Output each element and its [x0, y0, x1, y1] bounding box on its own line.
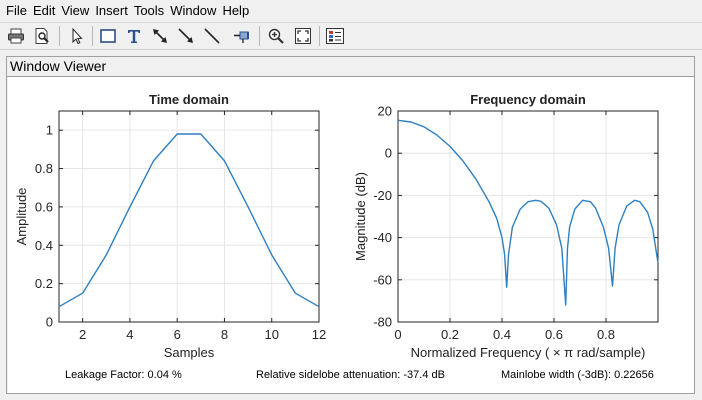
- chart-title: Time domain: [149, 92, 229, 107]
- sidelobe-attenuation-label: Relative sidelobe attenuation: -37.4 dB: [256, 369, 445, 381]
- x-tick-label: 0.8: [597, 327, 615, 342]
- axes-background: [59, 111, 319, 322]
- axes-box: [397, 110, 659, 323]
- y-tick-label: 0.6: [35, 199, 53, 214]
- y-tick-label: 0.2: [35, 276, 53, 291]
- full-view-button[interactable]: [292, 25, 314, 47]
- x-tick-label: 10: [264, 327, 278, 342]
- menu-tools[interactable]: Tools: [133, 3, 165, 18]
- double-arrow-icon: [153, 29, 167, 43]
- menu-bar: File Edit View Insert Tools Window Help: [0, 0, 702, 22]
- x-tick-label: 8: [221, 327, 228, 342]
- panel-title: Window Viewer: [10, 58, 107, 74]
- insert-text-icon: [128, 30, 140, 43]
- y-tick-label: -20: [373, 188, 392, 203]
- leakage-factor-label: Leakage Factor: 0.04 %: [65, 369, 182, 381]
- y-tick-label: 0.4: [35, 238, 53, 253]
- pin-icon: [234, 31, 249, 43]
- menu-window[interactable]: Window: [170, 3, 217, 18]
- x-axis-label: Samples: [164, 345, 215, 360]
- time-domain-chart[interactable]: 2 4 6 8 10 12 0 0.2 0.4 0.6 0.8 1 Time domain Samples…: [14, 92, 326, 360]
- menu-file[interactable]: File: [6, 3, 27, 18]
- menu-insert[interactable]: Insert: [95, 3, 128, 18]
- axes-background: [398, 111, 658, 322]
- y-tick-label: 0: [385, 146, 392, 161]
- frequency-domain-chart[interactable]: 0 0.2 0.4 0.6 0.8 -80 -60 -40 -20 0 20 Frequency do…: [353, 92, 659, 360]
- zoom-in-button[interactable]: [265, 25, 287, 47]
- print-preview-button[interactable]: [31, 25, 53, 47]
- arrow-icon: [178, 28, 193, 43]
- insert-text-button[interactable]: [123, 25, 145, 47]
- chart-title: Frequency domain: [470, 92, 586, 107]
- x-tick-label: 0.4: [493, 327, 511, 342]
- y-tick-label: 20: [378, 104, 392, 119]
- rectangle-icon: [100, 29, 116, 43]
- insert-double-arrow-button[interactable]: [149, 25, 171, 47]
- print-icon: [8, 28, 24, 44]
- legend-button[interactable]: [324, 25, 346, 47]
- x-tick-label: 0.6: [545, 327, 563, 342]
- menu-help[interactable]: Help: [222, 3, 250, 18]
- y-tick-label: 1: [46, 123, 53, 138]
- x-tick-label: 2: [79, 327, 86, 342]
- x-tick-label: 12: [312, 327, 326, 342]
- y-tick-label: 0.8: [35, 161, 53, 176]
- x-tick-label: 0.2: [441, 327, 459, 342]
- zoom-in-icon: [268, 28, 284, 44]
- select-button[interactable]: [65, 25, 87, 47]
- line-icon: [204, 28, 220, 44]
- y-axis-label: Magnitude (dB): [353, 172, 368, 261]
- y-tick-label: -80: [373, 315, 392, 330]
- y-tick-label: -40: [373, 230, 392, 245]
- x-tick-label: 0: [394, 327, 401, 342]
- y-axis-label: Amplitude: [14, 188, 29, 246]
- x-axis-label: Normalized Frequency ( × π rad/sample): [411, 345, 646, 360]
- axes-box: [58, 110, 320, 323]
- pin-button[interactable]: [231, 25, 253, 47]
- print-button[interactable]: [5, 25, 27, 47]
- menu-edit[interactable]: Edit: [32, 3, 56, 18]
- full-view-icon: [295, 28, 311, 44]
- mainlobe-width-label: Mainlobe width (-3dB): 0.22656: [501, 369, 654, 381]
- toolbar: [0, 22, 702, 50]
- y-tick-label: 0: [46, 315, 53, 330]
- x-tick-label: 4: [126, 327, 133, 342]
- select-arrow-icon: [72, 27, 83, 45]
- insert-line-button[interactable]: [201, 25, 223, 47]
- print-preview-icon: [35, 28, 49, 44]
- series-line: [397, 119, 659, 306]
- legend-icon: [326, 28, 344, 44]
- insert-rectangle-button[interactable]: [97, 25, 119, 47]
- menu-view[interactable]: View: [61, 3, 90, 18]
- series-line: [58, 133, 320, 308]
- y-tick-label: -60: [373, 272, 392, 287]
- insert-arrow-button[interactable]: [175, 25, 197, 47]
- x-tick-label: 6: [174, 327, 181, 342]
